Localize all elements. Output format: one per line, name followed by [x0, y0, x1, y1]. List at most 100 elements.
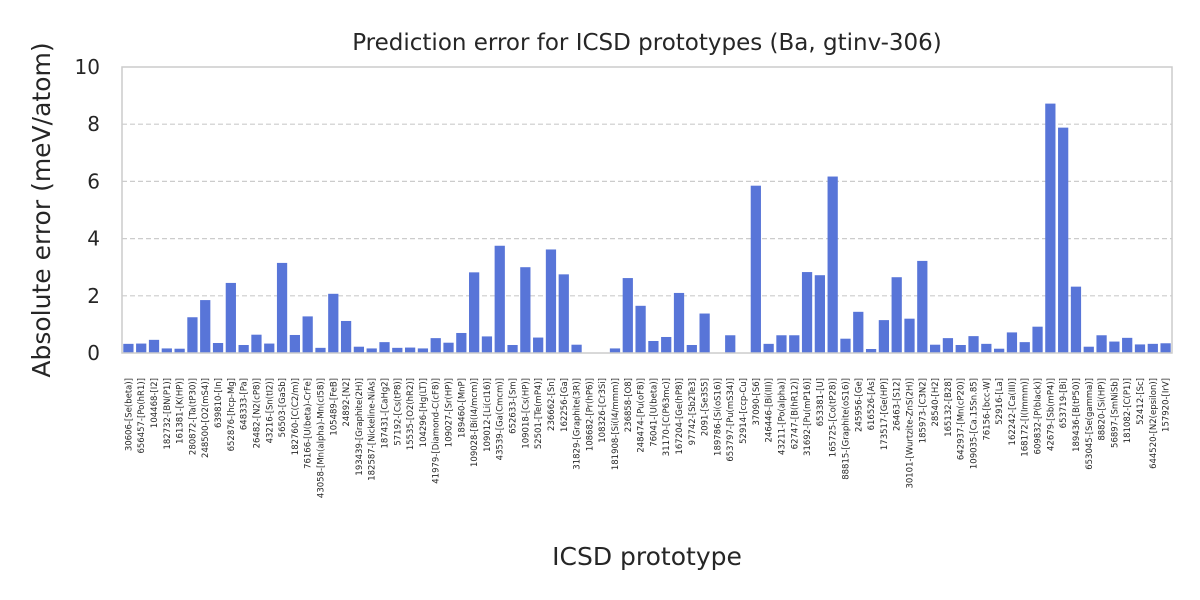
bar: [801, 272, 813, 353]
x-tick-label: 109028-[Bi(I4/mcm)]: [470, 378, 480, 467]
bar: [430, 338, 441, 353]
x-tick-label: 181908-[Si(I4/mmm)]: [611, 378, 621, 470]
bar: [136, 343, 147, 353]
y-tick-label: 10: [75, 55, 100, 79]
x-tick-label: 76166-[U(beta)-CrFe]: [304, 378, 314, 469]
x-tick-label: 280872-[Ta(tP30)]: [188, 378, 198, 455]
bar: [661, 336, 672, 353]
x-tick-label: 76156-[bcc-W]: [982, 378, 992, 441]
bar: [379, 342, 390, 353]
bar: [148, 339, 160, 353]
x-tick-label: 109027-[Sr(HP)]: [445, 378, 455, 447]
x-tick-label: 168172-[I(Immm)]: [1021, 378, 1031, 457]
bar: [289, 334, 300, 353]
x-tick-label: 616526-[As]: [867, 378, 877, 430]
x-tick-label: 245956-[Ge]: [854, 378, 864, 432]
x-tick-label: 167204-[Ge(hP8)]: [675, 378, 685, 455]
bar: [635, 305, 646, 353]
x-tick-label: 42679-[Sb(mP4)]: [1046, 378, 1056, 451]
bar: [981, 343, 992, 353]
bar: [904, 318, 915, 353]
x-tick-label: 52914-[ccp-Cu]: [739, 378, 749, 444]
bar: [1058, 127, 1069, 354]
x-tick-label: 165132-[B28]: [944, 378, 954, 437]
y-tick-label: 6: [87, 169, 100, 193]
x-tick-label: 653381-[U]: [816, 378, 826, 426]
bar: [123, 343, 134, 353]
x-tick-label: 182587-[Nickeline-NiAs]: [368, 378, 378, 481]
bar: [789, 335, 800, 353]
bar: [1122, 337, 1133, 353]
x-tick-label: 26482-[N2(cP8)]: [252, 378, 262, 448]
bar: [865, 348, 877, 353]
bar: [1109, 341, 1120, 353]
x-tick-label: 26463-[S12]: [893, 378, 903, 431]
x-tick-label: 108682-[Pr(hP6)]: [585, 378, 595, 451]
x-tick-label: 157920-[IrV]: [1162, 378, 1172, 432]
x-tick-label: 43216-[Sn(tI2)]: [265, 378, 275, 443]
bar: [814, 275, 825, 353]
bar: [558, 274, 569, 353]
x-tick-label: 182760-[C(C2/m)]: [291, 378, 301, 455]
x-tick-label: 104296-[Hg(LT)]: [419, 378, 429, 447]
bar: [942, 338, 954, 353]
chart-title: Prediction error for ICSD prototypes (Ba…: [352, 30, 942, 56]
grid-lines: [122, 123, 1172, 297]
bar: [891, 277, 902, 353]
bar: [571, 344, 582, 353]
y-axis-ticks: 0 2 4 6 8 10: [75, 55, 100, 365]
x-tick-label: 41979-[Diamond-C(cF8)]: [432, 378, 442, 484]
bar: [917, 260, 928, 353]
bar: [225, 282, 236, 353]
bar: [161, 348, 172, 353]
bar: [929, 344, 941, 353]
bar: [609, 348, 621, 353]
bar: [1006, 332, 1018, 353]
x-tick-label: 24892-[N2]: [342, 378, 352, 427]
bar: [776, 335, 787, 353]
x-tick-label: 189436-[B(tP50)]: [1072, 378, 1082, 452]
bar: [1134, 344, 1146, 353]
bar: [622, 278, 633, 353]
bar: [302, 316, 313, 353]
bar: [1032, 326, 1043, 353]
bar: [853, 311, 864, 353]
x-tick-label: 52412-[Sc]: [1136, 378, 1146, 425]
bar: [699, 313, 710, 353]
bar: [750, 185, 761, 353]
x-tick-label: 653797-[Pu(mS34)]: [726, 378, 736, 462]
x-tick-label: 162242-[Ca(III)]: [1008, 378, 1018, 445]
x-axis-ticks: 30606-[Se(beta)] 656457-[Po(hR1)] 104468-[…: [124, 378, 1171, 498]
x-tick-label: 2091-[Se3S5]: [701, 378, 711, 436]
bar: [1083, 346, 1094, 353]
y-tick-label: 4: [87, 227, 100, 251]
x-tick-label: 161381-[K(HP)]: [176, 378, 186, 444]
x-tick-label: 43058-[Mn(alpha)-Mn(cI58)]: [316, 378, 326, 498]
x-tick-label: 236858-[O8]: [624, 378, 634, 432]
bar: [763, 343, 774, 353]
x-tick-label: 104468-[I2]: [150, 378, 160, 428]
x-tick-label: 30101-[Wurtzite-ZnS(2H)]: [906, 378, 916, 489]
bar: [366, 348, 377, 353]
bar: [533, 337, 544, 353]
x-tick-label: 189786-[Si(oS16)]: [713, 378, 723, 456]
x-tick-label: 31829-[Graphite(3R)]: [573, 378, 583, 470]
bar: [187, 317, 198, 353]
x-tick-label: 43211-[Po(alpha)]: [777, 378, 787, 455]
y-tick-label: 0: [87, 341, 100, 365]
bar: [545, 249, 557, 353]
x-tick-label: 52501-[Te(mP4)]: [534, 378, 544, 449]
x-tick-label: 62747-[B(hR12)]: [790, 378, 800, 449]
bar: [725, 335, 736, 353]
x-tick-label: 15535-[O2(hR2)]: [406, 378, 416, 450]
bar: [404, 347, 416, 353]
x-tick-label: 56503-[GaSb]: [278, 378, 288, 437]
bar: [174, 348, 185, 353]
x-tick-label: 31170-[C(P63mc)]: [662, 378, 672, 456]
x-tick-label: 187431-[CaHg2]: [381, 378, 391, 449]
x-tick-label: 30606-[Se(beta)]: [124, 378, 134, 451]
x-tick-label: 189460-[MnP]: [457, 378, 467, 438]
bar: [340, 320, 352, 353]
bar: [994, 348, 1005, 353]
